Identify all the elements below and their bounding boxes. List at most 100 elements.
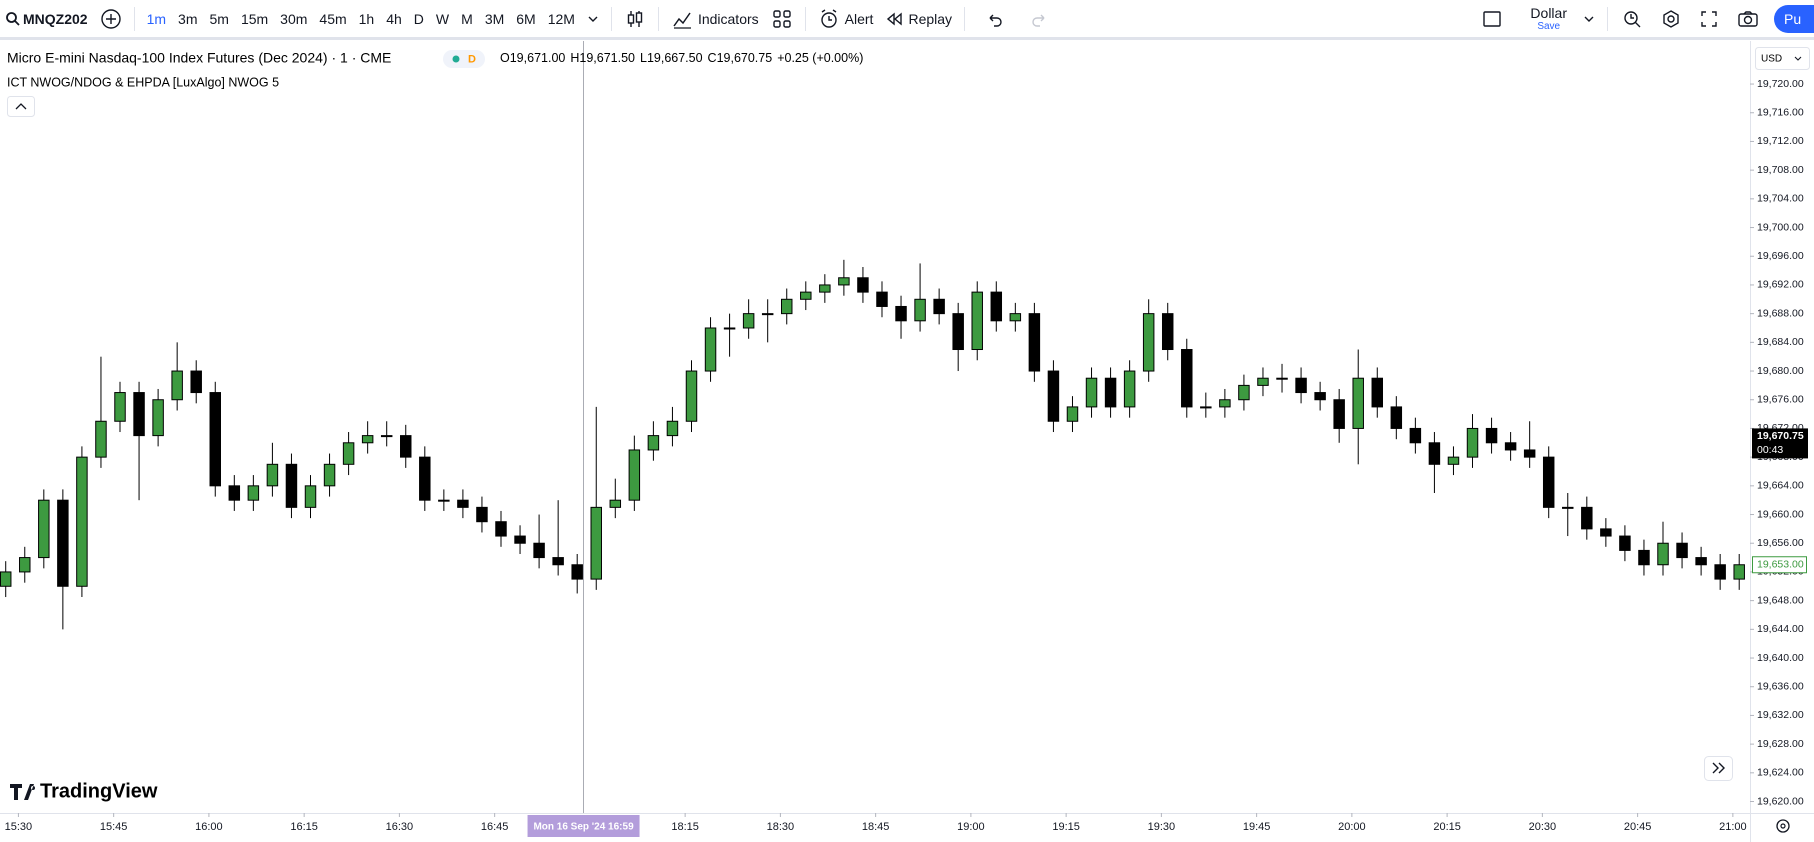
layout-button[interactable]: Dollar Save (1520, 0, 1577, 39)
interval[interactable]: 15m (240, 10, 269, 27)
snapshot[interactable] (1728, 0, 1768, 39)
collapse-button[interactable] (7, 96, 35, 117)
interval[interactable]: 12M (547, 10, 575, 27)
last-price-box (1752, 428, 1808, 459)
logo-icon (10, 784, 35, 800)
y-tick-label: 19,632.00 (1757, 709, 1804, 721)
interval[interactable]: 45m (319, 10, 347, 27)
x-tick-label: 16:15 (290, 821, 318, 833)
replay-button[interactable]: Replay (879, 0, 958, 39)
candle-body (419, 456, 431, 501)
candle-body (1009, 313, 1022, 322)
undo-button[interactable] (971, 0, 1017, 39)
candle-body (628, 449, 641, 501)
candle-body (228, 485, 241, 501)
candle-body (704, 327, 717, 372)
interval[interactable]: M (461, 10, 473, 27)
currency-box[interactable] (1755, 47, 1810, 70)
plus-icon (100, 8, 121, 29)
search-icon (6, 11, 20, 26)
scroll-right-button[interactable] (1704, 756, 1733, 781)
candle-body (552, 557, 564, 566)
x-tick-label: 19:00 (957, 821, 985, 833)
candle-body (361, 435, 374, 444)
publish-button[interactable]: Pu (1774, 4, 1814, 33)
candle-body (190, 370, 202, 394)
interval[interactable]: 1m (146, 10, 167, 27)
x-tick-label: 18:15 (671, 821, 699, 833)
alert-label: Alert (844, 10, 874, 27)
candle-body (76, 456, 88, 587)
candle-body (1676, 542, 1688, 559)
watermark-label: TradingView (40, 780, 158, 802)
y-tick-label: 19,700.00 (1757, 221, 1804, 233)
publish-label: Pu (1784, 10, 1802, 27)
x-tick-label: 19:30 (1148, 821, 1176, 833)
quick-search[interactable] (1614, 0, 1652, 39)
y-tick-label: 19,716.00 (1757, 107, 1804, 119)
layout-menu[interactable] (1577, 0, 1601, 39)
marker-price-label: 19,653.00 (1757, 559, 1804, 571)
candle-body (1409, 427, 1422, 444)
badge-label: D (468, 53, 476, 65)
candle-body (323, 463, 336, 487)
interval[interactable]: 3M (484, 10, 505, 27)
candle-body (133, 392, 145, 437)
candle-body (761, 313, 774, 316)
separator (804, 6, 806, 31)
candle-body (380, 435, 393, 438)
legend: Micro E-mini Nasdaq-100 Index Futures (D… (7, 50, 863, 117)
y-tick-label: 19,628.00 (1757, 738, 1804, 750)
candle-body (1104, 377, 1117, 408)
interval[interactable]: 5m (209, 10, 229, 27)
legend-title: Micro E-mini Nasdaq-100 Index Futures (D… (7, 50, 391, 66)
redo-icon (1032, 14, 1045, 27)
candle-body (609, 499, 622, 508)
chart-type[interactable] (618, 0, 652, 39)
interval-menu[interactable] (581, 0, 605, 39)
interval[interactable]: 6M (516, 10, 536, 27)
candle-body (1504, 442, 1517, 451)
ohlc-key: C (708, 51, 717, 65)
candle-body (1085, 377, 1098, 408)
watermark: TradingView (10, 780, 158, 802)
indicators-button[interactable]: Indicators (665, 0, 765, 39)
interval[interactable]: 30m (280, 10, 308, 27)
fullscreen[interactable] (1690, 0, 1728, 39)
ohlc: O19,671.00 H19,671.50 L19,667.50 C19,670.75… (500, 51, 863, 65)
templates-button[interactable] (765, 0, 799, 39)
interval[interactable]: D (413, 10, 424, 27)
replay-label: Replay (908, 10, 953, 27)
candle-body (171, 370, 183, 401)
redo-button[interactable] (1017, 0, 1063, 39)
settings[interactable] (1652, 0, 1690, 39)
candle-body (247, 485, 260, 501)
alert-icon (820, 8, 837, 28)
y-tick-label: 19,704.00 (1757, 193, 1804, 205)
interval[interactable]: 4h (386, 10, 402, 27)
x-tick-label: 16:30 (386, 821, 414, 833)
marker-price-box (1752, 556, 1807, 574)
interval[interactable]: 3m (178, 10, 198, 27)
alert-button[interactable]: Alert (812, 0, 880, 39)
interval[interactable]: W (435, 10, 450, 27)
symbol-search[interactable]: MNQZ202 (0, 0, 94, 39)
candle-body (285, 463, 298, 508)
candle-body (838, 277, 850, 286)
y-tick-label: 19,624.00 (1757, 767, 1804, 779)
y-tick-label: 19,708.00 (1757, 164, 1804, 176)
layout-toggle[interactable] (1464, 0, 1520, 39)
compare-button[interactable] (94, 0, 128, 39)
candle-body (1466, 427, 1479, 458)
candle-body (990, 291, 1003, 322)
x-tick-label: 16:45 (481, 821, 509, 833)
candle-body (1619, 535, 1631, 551)
candle-body (1257, 377, 1269, 386)
candle-body (666, 420, 679, 437)
axis-settings[interactable] (1776, 819, 1790, 833)
interval[interactable]: 1h (358, 10, 375, 27)
y-tick-label: 19,640.00 (1757, 652, 1804, 664)
y-tick-label: 19,676.00 (1757, 394, 1804, 406)
grid-icon (772, 9, 791, 28)
